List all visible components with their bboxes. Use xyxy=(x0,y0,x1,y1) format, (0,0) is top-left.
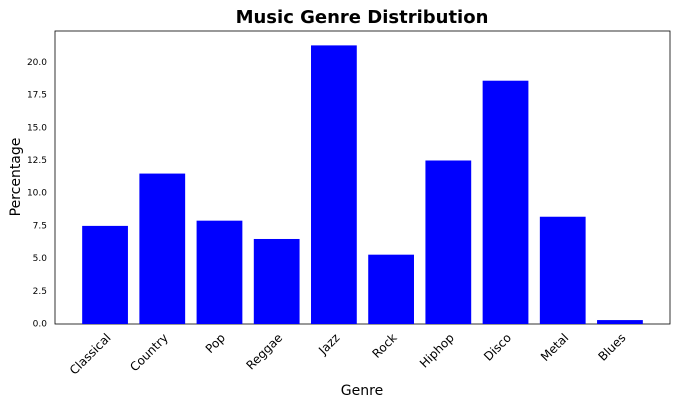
y-tick-label: 2.5 xyxy=(33,287,47,297)
bar xyxy=(311,45,357,324)
x-axis-label: Genre xyxy=(341,383,383,399)
y-tick-label: 17.5 xyxy=(27,91,47,101)
chart-title: Music Genre Distribution xyxy=(236,7,489,28)
bar xyxy=(368,254,414,324)
y-tick-label: 10.0 xyxy=(27,189,47,199)
x-tick-label: Disco xyxy=(481,331,514,364)
x-tick-label: Blues xyxy=(595,331,628,364)
bar xyxy=(425,160,472,324)
x-tick-label: Metal xyxy=(538,331,571,364)
bar xyxy=(196,220,243,324)
bar xyxy=(539,216,586,324)
x-tick-label: Classical xyxy=(67,331,114,378)
plot-frame xyxy=(54,30,671,325)
x-tick-label: Hiphop xyxy=(417,331,457,371)
y-axis-label: Percentage xyxy=(8,138,24,217)
bar xyxy=(482,80,529,325)
x-tick-label: Rock xyxy=(370,331,400,361)
bar xyxy=(139,173,186,324)
y-tick-label: 15.0 xyxy=(27,123,47,133)
bar xyxy=(253,238,300,324)
y-tick-label: 7.5 xyxy=(33,221,47,231)
y-tick-label: 5.0 xyxy=(33,254,48,264)
x-tick-label: Pop xyxy=(203,331,228,356)
bar xyxy=(82,225,128,324)
y-tick-label: 12.5 xyxy=(27,156,47,166)
x-tick-label: Country xyxy=(127,331,171,375)
x-tick-label: Jazz xyxy=(315,331,342,358)
y-tick-label: 20.0 xyxy=(27,58,47,68)
x-tick-label: Reggae xyxy=(243,331,285,373)
bar xyxy=(597,320,643,324)
y-tick-label: 0.0 xyxy=(33,320,48,330)
